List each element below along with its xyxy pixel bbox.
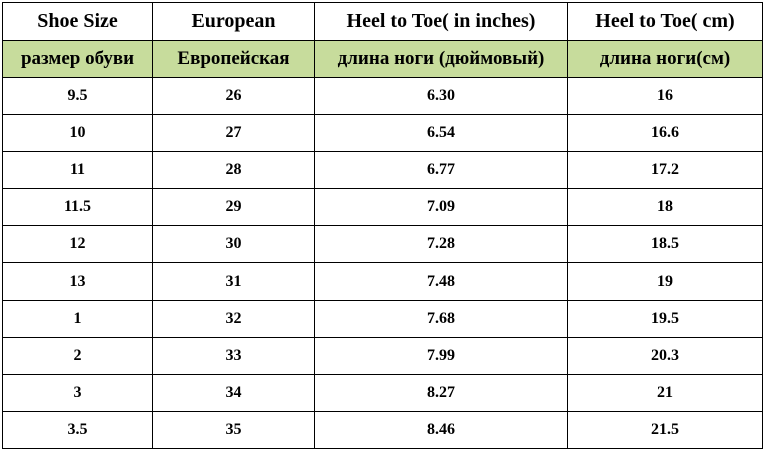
header-heel-to-toe-inches-ru: длина ноги (дюймовый) [314, 40, 568, 78]
cell-shoe-size: 12 [2, 225, 153, 264]
header-shoe-size-ru: размер обуви [2, 40, 153, 78]
table-row: 3.5 35 8.46 21.5 [2, 410, 763, 450]
table-row: 12 30 7.28 18.5 [2, 225, 763, 264]
cell-shoe-size: 10 [2, 114, 153, 153]
cell-european: 32 [152, 299, 315, 338]
cell-inches: 6.54 [314, 114, 568, 153]
cell-inches: 8.27 [314, 373, 568, 412]
header-european: European [152, 2, 315, 41]
cell-shoe-size: 11.5 [2, 188, 153, 227]
cell-shoe-size: 13 [2, 262, 153, 301]
header-row-russian: размер обуви Европейская длина ноги (дюй… [2, 40, 763, 78]
table-row: 11.5 29 7.09 18 [2, 188, 763, 227]
table-row: 11 28 6.77 17.2 [2, 151, 763, 190]
cell-cm: 16 [567, 76, 763, 116]
cell-european: 29 [152, 188, 315, 227]
cell-shoe-size: 3 [2, 373, 153, 412]
cell-cm: 21.5 [567, 410, 763, 450]
cell-inches: 7.68 [314, 299, 568, 338]
cell-inches: 8.46 [314, 410, 568, 450]
cell-inches: 7.48 [314, 262, 568, 301]
cell-european: 34 [152, 373, 315, 412]
header-heel-to-toe-inches: Heel to Toe( in inches) [314, 2, 568, 41]
cell-european: 27 [152, 114, 315, 153]
table-row: 9.5 26 6.30 16 [2, 76, 763, 116]
header-heel-to-toe-cm: Heel to Toe( cm) [567, 2, 763, 41]
cell-cm: 19 [567, 262, 763, 301]
cell-inches: 6.77 [314, 151, 568, 190]
cell-european: 35 [152, 410, 315, 450]
cell-shoe-size: 9.5 [2, 76, 153, 116]
cell-shoe-size: 2 [2, 336, 153, 375]
cell-cm: 21 [567, 373, 763, 412]
cell-cm: 20.3 [567, 336, 763, 375]
cell-cm: 16.6 [567, 114, 763, 153]
cell-cm: 18.5 [567, 225, 763, 264]
cell-inches: 7.09 [314, 188, 568, 227]
table-row: 13 31 7.48 19 [2, 262, 763, 301]
cell-cm: 19.5 [567, 299, 763, 338]
cell-european: 30 [152, 225, 315, 264]
header-european-ru: Европейская [152, 40, 315, 78]
cell-european: 31 [152, 262, 315, 301]
cell-inches: 7.28 [314, 225, 568, 264]
cell-european: 28 [152, 151, 315, 190]
cell-european: 26 [152, 76, 315, 116]
table-row: 3 34 8.27 21 [2, 373, 763, 412]
header-shoe-size: Shoe Size [2, 2, 153, 41]
table-row: 1 32 7.68 19.5 [2, 299, 763, 338]
cell-european: 33 [152, 336, 315, 375]
header-row-english: Shoe Size European Heel to Toe( in inche… [2, 2, 763, 41]
cell-inches: 6.30 [314, 76, 568, 116]
table-row: 2 33 7.99 20.3 [2, 336, 763, 375]
header-heel-to-toe-cm-ru: длина ноги(см) [567, 40, 763, 78]
cell-shoe-size: 1 [2, 299, 153, 338]
cell-cm: 17.2 [567, 151, 763, 190]
cell-shoe-size: 3.5 [2, 410, 153, 450]
table-row: 10 27 6.54 16.6 [2, 114, 763, 153]
cell-inches: 7.99 [314, 336, 568, 375]
cell-shoe-size: 11 [2, 151, 153, 190]
cell-cm: 18 [567, 188, 763, 227]
